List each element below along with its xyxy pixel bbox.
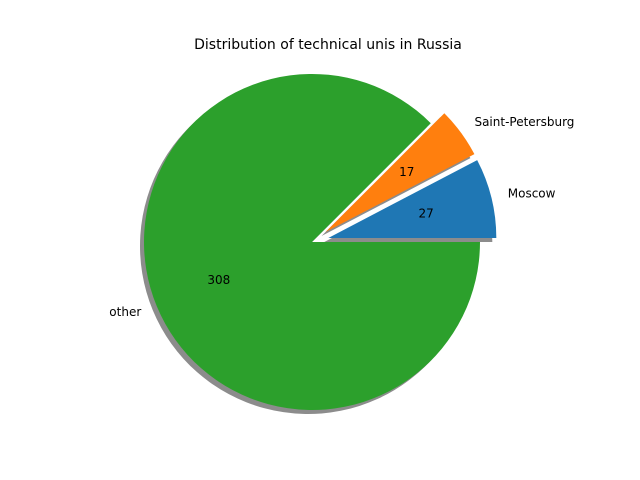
chart-title: Distribution of technical unis in Russia — [194, 37, 462, 53]
slice-label-moscow: Moscow — [508, 186, 556, 200]
pie-slice-other — [143, 73, 480, 410]
pie-slice-saint-petersburg — [325, 113, 475, 233]
slice-value-label-moscow: 27 — [419, 206, 434, 220]
slice-value-label-other: 308 — [207, 273, 230, 287]
pie-slices — [143, 73, 497, 410]
slice-value-label-saint-petersburg: 17 — [399, 165, 414, 179]
slice-labels: Moscow 27 Saint-Petersburg 17 other 308 — [109, 115, 574, 319]
slice-label-saint-petersburg: Saint-Petersburg — [474, 115, 574, 129]
pie-slice-moscow — [328, 160, 497, 238]
slice-label-other: other — [109, 305, 141, 319]
